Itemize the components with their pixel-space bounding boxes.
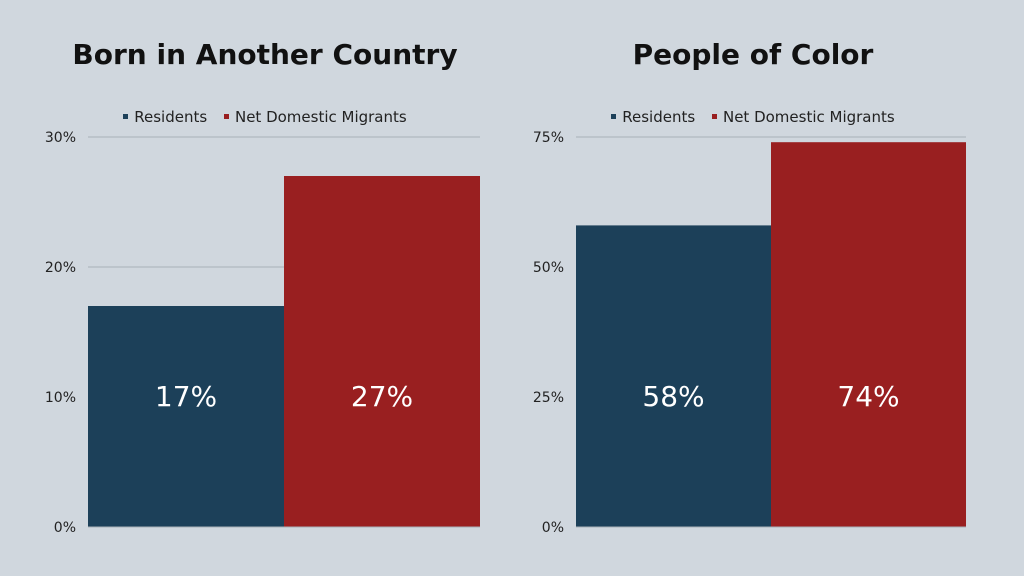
legend-swatch-net-domestic-migrants (711, 114, 717, 119)
legend-item-residents: Residents (611, 108, 695, 126)
data-label-residents: 17% (155, 380, 217, 413)
chart-title: People of Color (632, 38, 874, 71)
y-tick-label: 0% (54, 520, 76, 536)
legend-item-net-domestic-migrants: Net Domestic Migrants (223, 108, 407, 126)
legend-label-residents: Residents (622, 108, 696, 126)
legend-item-net-domestic-migrants: Net Domestic Migrants (711, 108, 895, 126)
y-tick-label: 75% (533, 130, 564, 146)
legend-label-net-domestic-migrants: Net Domestic Migrants (722, 108, 895, 126)
legend-label-net-domestic-migrants: Net Domestic Migrants (234, 108, 407, 126)
y-tick-label: 25% (533, 390, 564, 406)
legend-label-residents: Residents (134, 108, 208, 126)
data-label-net-domestic-migrants: 27% (351, 380, 413, 413)
legend-swatch-net-domestic-migrants (223, 114, 229, 119)
data-label-residents: 58% (642, 380, 704, 413)
data-label-net-domestic-migrants: 74% (837, 380, 899, 413)
bar-net-domestic-migrants (771, 142, 966, 527)
chart-plot-area: 0% 25% 50% 75% 58% 74% (533, 130, 966, 536)
bar-residents (88, 306, 284, 527)
legend-item-residents: Residents (123, 108, 207, 126)
chart-legend: Residents Net Domestic Migrants (518, 108, 988, 126)
legend-swatch-residents (611, 114, 617, 119)
y-tick-label: 50% (533, 260, 564, 276)
legend-swatch-residents (123, 114, 129, 119)
chart-born-in-another-country: Born in Another Country Residents Net Do… (30, 0, 500, 576)
chart-plot-area: 0% 10% 20% 30% 17% 27% (45, 130, 480, 536)
chart-legend: Residents Net Domestic Migrants (30, 108, 500, 126)
y-tick-label: 20% (45, 260, 76, 276)
bar-residents (576, 225, 771, 527)
chart-people-of-color: People of Color Residents Net Domestic M… (518, 0, 988, 576)
bar-net-domestic-migrants (284, 176, 480, 527)
y-tick-label: 10% (45, 390, 76, 406)
y-tick-label: 0% (542, 520, 564, 536)
y-tick-label: 30% (45, 130, 76, 146)
chart-title: Born in Another Country (72, 38, 458, 71)
